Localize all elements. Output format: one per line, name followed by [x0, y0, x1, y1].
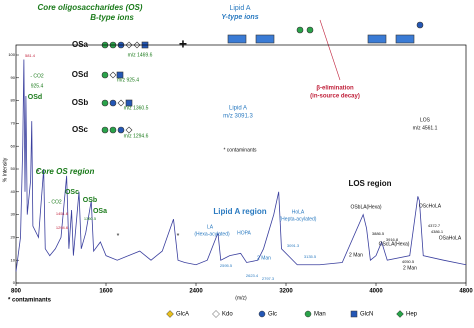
annotation: β-elimination	[316, 86, 354, 92]
legend-symbol	[166, 310, 174, 318]
annotation: (Hexa-acylated)	[194, 231, 230, 237]
y-tick-label: 90	[11, 75, 16, 80]
annotation: m/z 1294.6	[124, 133, 149, 139]
y-tick-label: 20	[11, 234, 16, 239]
annotation: Lipid A region	[213, 207, 266, 216]
annotation: (in-source decay)	[310, 94, 360, 100]
annotation: LA	[207, 224, 214, 230]
annotation: 4050.5	[402, 259, 415, 264]
annotation: OScHoLA	[419, 203, 442, 209]
annotation: 4372.7	[428, 223, 441, 228]
y-tick-label: 100	[8, 52, 15, 57]
annotation: - CO2	[48, 199, 62, 205]
annotation: B-type ions	[90, 13, 134, 22]
annotation: 1360.5	[84, 216, 97, 221]
y-tick-label: 50	[11, 166, 16, 171]
legend-label: Kdo	[222, 312, 233, 318]
annotation: 3886.5	[372, 231, 385, 236]
annotation: Y-type ions	[221, 14, 258, 21]
annotation: 4386.1	[431, 229, 444, 234]
annotation: 1451.6	[56, 211, 69, 216]
x-tick-label: 2400	[189, 289, 203, 295]
x-tick-label: 3200	[279, 289, 293, 295]
annotation: (Hepta-acylated)	[280, 216, 317, 222]
legend-label: Hep	[406, 312, 418, 318]
annotation: 925.4	[31, 83, 44, 89]
x-axis-label: (m/z)	[235, 295, 247, 301]
annotation: OSb	[83, 197, 97, 204]
legend-symbol	[258, 310, 266, 318]
annotation: +	[179, 36, 187, 52]
annotation: OSbLA(Hexa)	[350, 204, 381, 210]
y-tick-label: 0	[13, 280, 16, 285]
legend-symbol	[396, 310, 404, 318]
legend-label: GlcN	[360, 312, 373, 318]
annotation: OSc	[72, 125, 89, 134]
annotation: HoLA	[292, 209, 305, 215]
plot-frame	[15, 44, 467, 284]
annotation: 2 Man	[403, 265, 417, 271]
annotation: OSa	[72, 40, 89, 49]
annotation: m/z 3091.3	[223, 114, 253, 120]
x-tick-label: 4800	[459, 289, 473, 295]
footnote: * contaminants	[8, 298, 52, 304]
annotation: 581.4	[25, 53, 36, 58]
y-tick-label: 60	[11, 143, 16, 148]
x-tick-label: 800	[11, 289, 22, 295]
annotation: OSaHoLA	[439, 235, 462, 241]
annotation: m/z 1360.5	[124, 105, 149, 111]
annotation: - CO2	[30, 73, 44, 79]
annotation: 3091.3	[287, 243, 300, 248]
y-tick-label: 70	[11, 120, 16, 125]
spectrum-line	[15, 59, 467, 272]
annotation: LOS	[420, 117, 431, 123]
x-tick-label: 1600	[99, 289, 113, 295]
legend-label: GlcA	[176, 312, 189, 318]
y-tick-label: 30	[11, 212, 16, 217]
annotation: *	[117, 233, 120, 240]
annotation: Core OS region	[36, 167, 95, 176]
annotation: 1294.6	[56, 225, 69, 230]
legend-label: Glc	[268, 312, 277, 318]
y-tick-label: 80	[11, 98, 16, 103]
annotation: Lipid A	[229, 5, 250, 12]
legend-symbol	[304, 310, 312, 318]
annotation: m/z 925.4	[117, 77, 139, 83]
legend-symbol	[212, 310, 220, 318]
y-axis-label: % Intensity	[2, 157, 8, 182]
annotation: *	[177, 233, 180, 240]
annotation: 2 Man	[257, 255, 271, 261]
annotation: LOS region	[348, 179, 391, 188]
annotation: OSd	[72, 70, 89, 79]
annotation: m/z 1469.6	[128, 52, 153, 58]
annotation: *	[37, 169, 40, 176]
annotation: OSa	[93, 208, 107, 215]
annotation: HOPA	[237, 230, 251, 236]
annotation: OScLA(Hexa)	[379, 241, 410, 247]
glycan-decor	[101, 19, 424, 134]
annotation: Core oligosaccharides (OS)	[38, 3, 143, 12]
annotation: Lipid A	[229, 106, 247, 112]
y-tick-label: 40	[11, 189, 16, 194]
annotation: 3135.5	[304, 254, 317, 259]
annotation: 2623.4	[246, 273, 259, 278]
legend-symbol	[350, 310, 358, 318]
annotation: * contaminants	[223, 147, 257, 153]
annotation: 3916.8	[386, 237, 399, 242]
annotation: OSc	[65, 189, 79, 196]
annotation: 2797.3	[262, 276, 275, 281]
annotation: 2 Man	[349, 252, 363, 258]
y-tick-label: 10	[11, 257, 16, 262]
annotation: m/z 4561.1	[413, 125, 438, 131]
annotation: 2595.5	[220, 263, 233, 268]
annotation: OSb	[72, 98, 89, 107]
x-tick-label: 4000	[369, 289, 383, 295]
annotation: OSd	[28, 94, 42, 101]
legend-label: Man	[314, 312, 326, 318]
